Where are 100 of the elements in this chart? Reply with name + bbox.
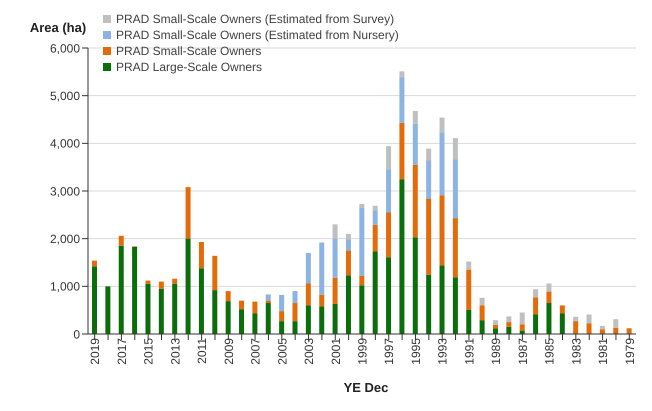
bar xyxy=(306,252,311,284)
x-tick-label: 2013 xyxy=(168,338,182,365)
x-tick-label: 1987 xyxy=(516,338,530,365)
x-tick-label: 2009 xyxy=(222,338,236,365)
bar xyxy=(386,146,392,170)
legend-label: PRAD Small-Scale Owners (Estimated from Nursery) xyxy=(116,28,399,42)
bar xyxy=(239,300,244,310)
y-tick-label: 2,000 xyxy=(50,232,80,246)
x-tick-label: 2003 xyxy=(302,338,316,365)
bar xyxy=(492,324,498,328)
bar xyxy=(466,270,472,310)
bar xyxy=(198,268,204,334)
bar xyxy=(426,160,432,199)
bar xyxy=(466,310,472,334)
bar xyxy=(226,291,231,302)
bar xyxy=(546,303,552,334)
bar xyxy=(359,285,364,334)
bar xyxy=(480,298,485,306)
bar xyxy=(573,321,578,334)
bar xyxy=(440,195,445,266)
x-tick-label: 1991 xyxy=(462,338,476,365)
x-axis-title: YE Dec xyxy=(342,380,390,395)
bar xyxy=(346,234,351,240)
y-axis-title: Area (ha) xyxy=(30,20,86,35)
bar xyxy=(520,330,525,334)
bar xyxy=(145,284,150,334)
bar xyxy=(412,237,418,334)
bar xyxy=(506,326,512,334)
bar xyxy=(239,309,244,334)
bar xyxy=(426,148,432,160)
x-tick-label: 1997 xyxy=(382,338,396,365)
bar xyxy=(346,250,351,276)
bar xyxy=(158,288,164,334)
y-tick-label: 1,000 xyxy=(50,280,80,294)
x-tick-label: 1983 xyxy=(569,338,584,365)
bar xyxy=(332,278,338,304)
bar xyxy=(346,239,351,251)
bar xyxy=(386,170,392,212)
bar xyxy=(560,314,565,334)
bar xyxy=(600,329,605,334)
y-tick-label: 5,000 xyxy=(50,88,80,103)
bar xyxy=(440,118,445,132)
bar xyxy=(372,252,378,334)
bar xyxy=(546,283,552,292)
bar xyxy=(252,302,258,314)
x-tick-label: 2015 xyxy=(142,338,156,365)
x-tick-label: 1979 xyxy=(622,338,637,365)
bar xyxy=(279,321,284,334)
bar xyxy=(359,276,364,286)
x-tick-label: 1989 xyxy=(489,338,504,365)
bar xyxy=(452,138,458,160)
bar xyxy=(158,282,164,289)
bar xyxy=(399,71,404,78)
bar xyxy=(372,206,378,211)
bar xyxy=(226,301,231,334)
bar xyxy=(306,305,311,334)
bar xyxy=(452,218,458,278)
bar xyxy=(332,304,338,334)
bar xyxy=(105,286,110,334)
bar xyxy=(198,242,204,268)
bar xyxy=(412,110,418,124)
bar xyxy=(412,164,418,238)
x-tick-label: 1985 xyxy=(542,338,557,365)
bar xyxy=(118,236,124,246)
bar xyxy=(466,262,472,270)
bar xyxy=(266,303,271,334)
legend-label: PRAD Small-Scale Owners xyxy=(116,44,262,58)
bar xyxy=(399,180,404,334)
bar xyxy=(506,316,512,322)
bar xyxy=(186,238,191,334)
bar xyxy=(440,265,445,334)
bar xyxy=(586,324,592,334)
bar xyxy=(586,314,592,324)
bar xyxy=(533,289,538,298)
bar xyxy=(292,303,298,322)
bar xyxy=(546,292,552,304)
bar xyxy=(492,320,498,325)
bar xyxy=(319,242,324,295)
y-tick-label: 4,000 xyxy=(50,136,80,151)
bar xyxy=(480,320,485,334)
bar xyxy=(533,314,538,334)
bar xyxy=(145,280,150,284)
x-tick-label: 2007 xyxy=(248,338,263,365)
bar xyxy=(346,275,351,334)
y-tick-label: 6,000 xyxy=(50,41,80,56)
x-tick-label: 1999 xyxy=(356,338,370,365)
bar xyxy=(132,246,138,334)
bar xyxy=(613,319,618,328)
bar xyxy=(266,300,271,304)
bar xyxy=(399,122,404,180)
bar xyxy=(332,238,338,278)
bar xyxy=(332,224,338,239)
bar xyxy=(386,212,392,258)
bar xyxy=(212,290,218,334)
bar xyxy=(386,257,392,334)
y-tick-label: 0 xyxy=(73,327,80,342)
x-tick-label: 1981 xyxy=(596,338,610,365)
bar xyxy=(172,278,178,284)
x-tick-label: 1995 xyxy=(408,338,423,365)
bar xyxy=(452,160,458,218)
